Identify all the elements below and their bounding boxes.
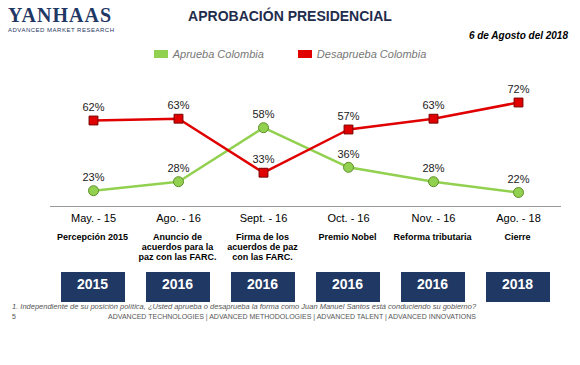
- svg-text:63%: 63%: [422, 99, 444, 111]
- svg-text:Nov. - 16: Nov. - 16: [412, 212, 456, 224]
- html-text:2018: 2018: [501, 276, 534, 292]
- html-text:5: 5: [12, 313, 16, 320]
- svg-text:Oct. - 16: Oct. - 16: [327, 212, 369, 224]
- html-text:2016: 2016: [161, 276, 194, 292]
- html-text:2016: 2016: [416, 276, 449, 292]
- html-text:Reforma tributaria: Reforma tributaria: [393, 232, 472, 242]
- html-text:ADVANCED TECHNOLOGIES | ADVANC: ADVANCED TECHNOLOGIES | ADVANCED METHODO…: [108, 313, 476, 320]
- html-text:Percepción 2015: Percepción 2015: [57, 232, 128, 242]
- html-text:6 de Agosto del 2018: 6 de Agosto del 2018: [468, 30, 568, 41]
- svg-text:58%: 58%: [252, 108, 274, 120]
- html-text:Desaprueba Colombia: Desaprueba Colombia: [316, 48, 427, 60]
- svg-text:72%: 72%: [507, 83, 529, 95]
- svg-text:36%: 36%: [337, 148, 359, 160]
- html-text:1. Independiente de su posició: 1. Independiente de su posición política…: [12, 302, 477, 311]
- svg-text:62%: 62%: [82, 101, 104, 113]
- svg-text:22%: 22%: [507, 173, 529, 185]
- svg-text:Ago. - 16: Ago. - 16: [156, 212, 201, 224]
- html-text:YANHAAS: YANHAAS: [8, 4, 113, 26]
- html-text:2016: 2016: [246, 276, 279, 292]
- html-text:Cierre: Cierre: [504, 232, 531, 242]
- html-text:Firma de los acuerdos de paz c: Firma de los acuerdos de paz con las FAR…: [227, 232, 298, 262]
- html-text:ADVANCED MARKET RESEARCH: ADVANCED MARKET RESEARCH: [8, 27, 115, 33]
- svg-text:23%: 23%: [82, 171, 104, 183]
- html-text:2016: 2016: [331, 276, 364, 292]
- svg-text:28%: 28%: [167, 162, 189, 174]
- svg-text:May. - 15: May. - 15: [71, 212, 116, 224]
- svg-text:63%: 63%: [167, 99, 189, 111]
- html-text:Premio Nobel: Premio Nobel: [318, 232, 377, 242]
- svg-text:28%: 28%: [422, 162, 444, 174]
- html-text:Anuncio de acuerdos para la pa: Anuncio de acuerdos para la paz con las …: [138, 232, 217, 262]
- svg-text:57%: 57%: [337, 110, 359, 122]
- svg-text:Sept. - 16: Sept. - 16: [240, 212, 288, 224]
- html-text:APROBACIÓN PRESIDENCIAL: APROBACIÓN PRESIDENCIAL: [188, 8, 392, 24]
- html-text:2015: 2015: [76, 276, 109, 292]
- svg-text:33%: 33%: [252, 153, 274, 165]
- svg-text:Ago. - 18: Ago. - 18: [496, 212, 541, 224]
- html-text:Aprueba Colombia: Aprueba Colombia: [172, 48, 264, 60]
